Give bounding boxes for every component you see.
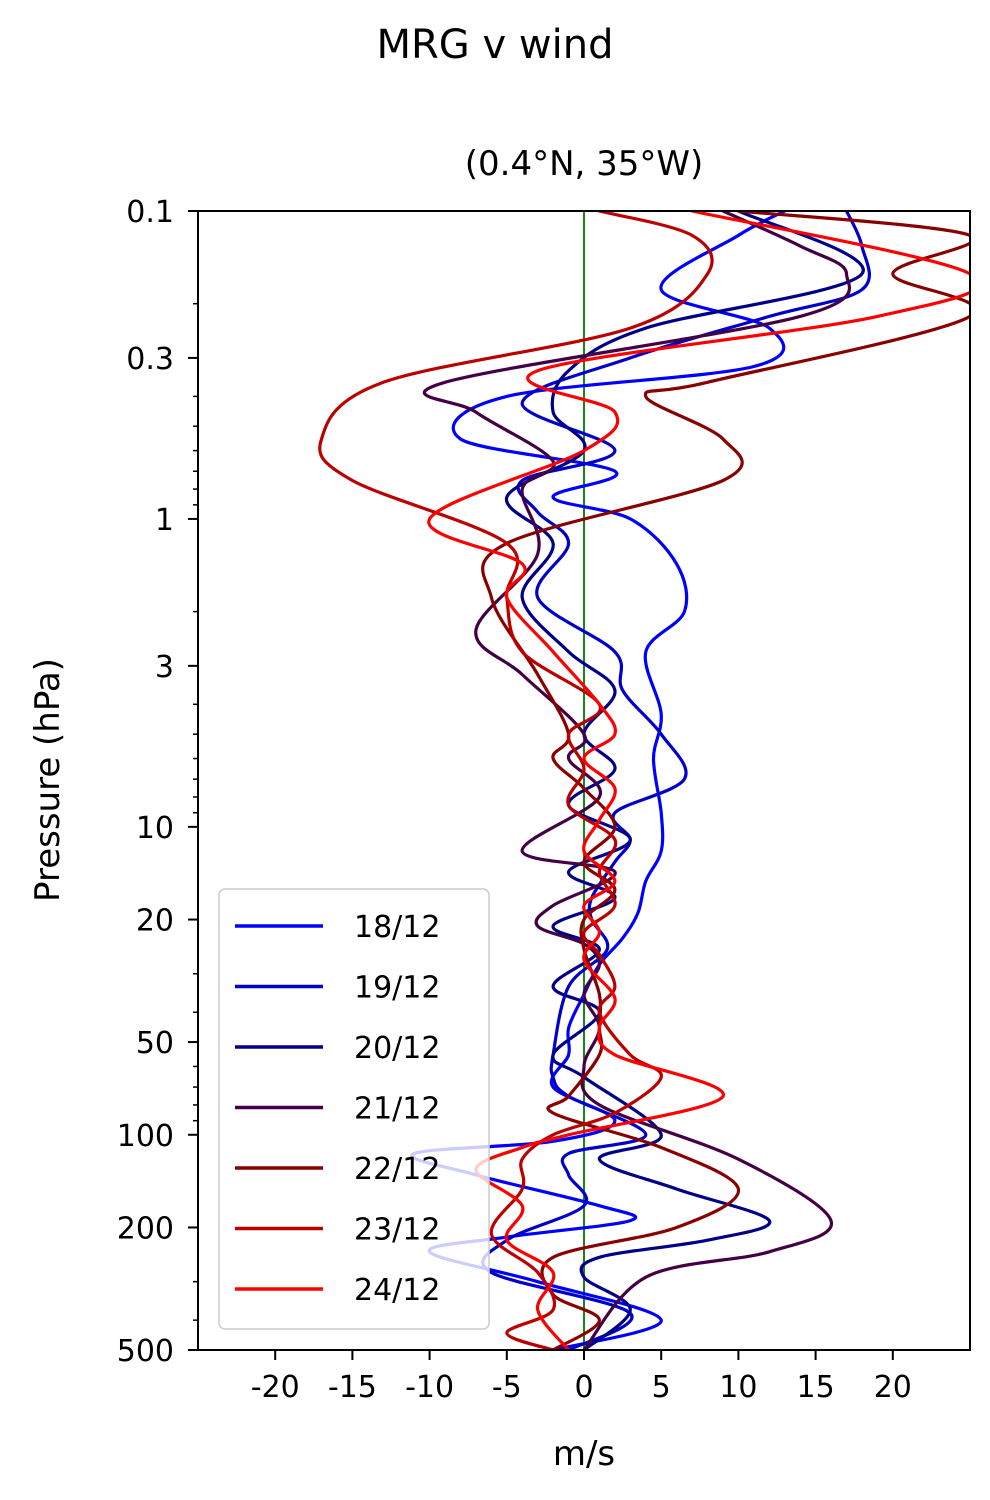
x-tick-label: -5 [492, 1370, 522, 1405]
legend-label: 19/12 [354, 971, 440, 1006]
y-tick-label: 500 [117, 1334, 174, 1369]
y-tick-label: 100 [117, 1119, 174, 1154]
x-tick-label: 0 [574, 1370, 593, 1405]
x-tick-label: -15 [328, 1370, 377, 1405]
series-layer [318, 211, 970, 1350]
legend-label: 20/12 [354, 1031, 440, 1066]
axis-layer: -20 -15 -10 -5 0 5 10 15 20 0.1 0.3 1 3 10 20 50 100 200 5… [117, 195, 912, 1405]
legend-label: 18/12 [354, 910, 440, 945]
x-axis-label: m/s [552, 1434, 616, 1474]
legend: 18/12 19/12 20/12 21/12 22/12 23/12 24/12 [218, 888, 490, 1330]
legend-label: 21/12 [354, 1092, 440, 1127]
y-tick-label: 0.3 [126, 342, 174, 377]
y-tick-label: 0.1 [126, 195, 174, 230]
series-line-21-12 [422, 211, 852, 1350]
legend-label: 24/12 [354, 1273, 440, 1308]
legend-label: 22/12 [354, 1152, 440, 1187]
legend-label: 23/12 [354, 1213, 440, 1248]
series-line-19-12 [481, 211, 871, 1350]
x-tick-label: 20 [874, 1370, 912, 1405]
chart-title: MRG v wind [376, 22, 614, 68]
x-tick-label: -20 [251, 1370, 300, 1405]
x-tick-label: 5 [652, 1370, 671, 1405]
x-tick-label: 10 [719, 1370, 757, 1405]
y-axis-label: Pressure (hPa) [28, 658, 68, 902]
x-tick-label: -10 [405, 1370, 454, 1405]
y-tick-label: 3 [155, 650, 174, 685]
x-tick-label: 15 [797, 1370, 835, 1405]
y-tick-label: 50 [136, 1026, 174, 1061]
y-tick-label: 20 [136, 904, 174, 939]
series-line-23-12 [318, 211, 714, 1350]
y-tick-label: 200 [117, 1211, 174, 1246]
series-line-24-12 [427, 211, 970, 1350]
legend-box [218, 888, 490, 1330]
series-line-18-12 [410, 211, 787, 1350]
y-tick-label: 10 [136, 811, 174, 846]
series-line-22-12 [481, 211, 970, 1350]
plot-frame [197, 210, 971, 1351]
series-line-20-12 [505, 211, 865, 1350]
y-tick-label: 1 [155, 503, 174, 538]
chart-subtitle: (0.4°N, 35°W) [464, 144, 704, 184]
